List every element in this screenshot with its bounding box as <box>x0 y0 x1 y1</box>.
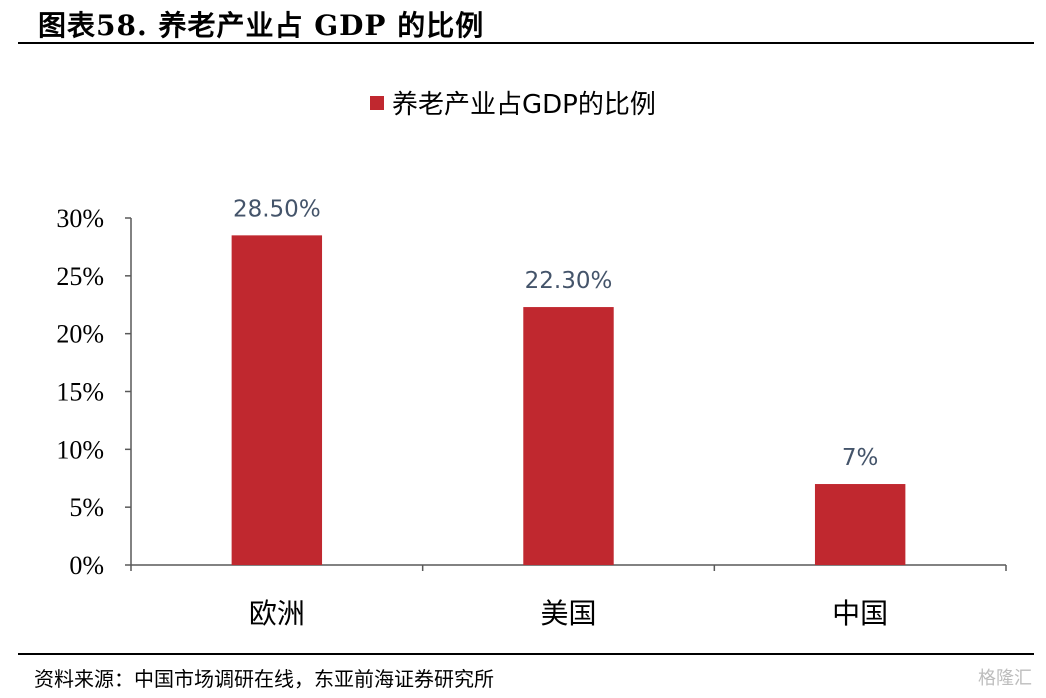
bar <box>231 235 323 565</box>
y-tick-label: 20% <box>56 320 104 349</box>
y-axis: 0% 5% 10% 15% 20% 25% 30% <box>56 204 132 580</box>
y-tick-label: 30% <box>56 204 104 233</box>
bars <box>231 235 906 565</box>
data-labels: 28.50% 22.30% 7% <box>233 196 878 471</box>
bar <box>814 484 906 565</box>
source-note: 资料来源：中国市场调研在线，东亚前海证券研究所 <box>34 667 494 691</box>
data-label: 22.30% <box>525 268 613 294</box>
y-tick-label: 0% <box>69 551 104 580</box>
x-tick-label: 中国 <box>832 597 888 630</box>
figure-header: 图表58. 养老产业占 GDP 的比例 <box>18 2 1034 44</box>
x-tick-label: 美国 <box>540 597 596 630</box>
x-axis: 欧洲 美国 中国 <box>130 564 1007 630</box>
footer-divider <box>18 653 1034 655</box>
legend-swatch <box>370 96 384 110</box>
y-tick-label: 10% <box>56 435 104 464</box>
data-label: 7% <box>842 445 879 471</box>
bar <box>523 307 614 565</box>
chart-legend: 养老产业占GDP的比例 <box>370 90 656 120</box>
y-tick-label: 15% <box>56 378 104 407</box>
data-label: 28.50% <box>233 196 321 222</box>
x-tick-label: 欧洲 <box>249 597 305 630</box>
y-tick-label: 25% <box>56 262 104 291</box>
watermark: 格隆汇 <box>978 668 1032 689</box>
figure-title: 图表58. 养老产业占 GDP 的比例 <box>38 9 485 42</box>
y-tick-label: 5% <box>69 493 104 522</box>
legend-label: 养老产业占GDP的比例 <box>392 90 656 120</box>
